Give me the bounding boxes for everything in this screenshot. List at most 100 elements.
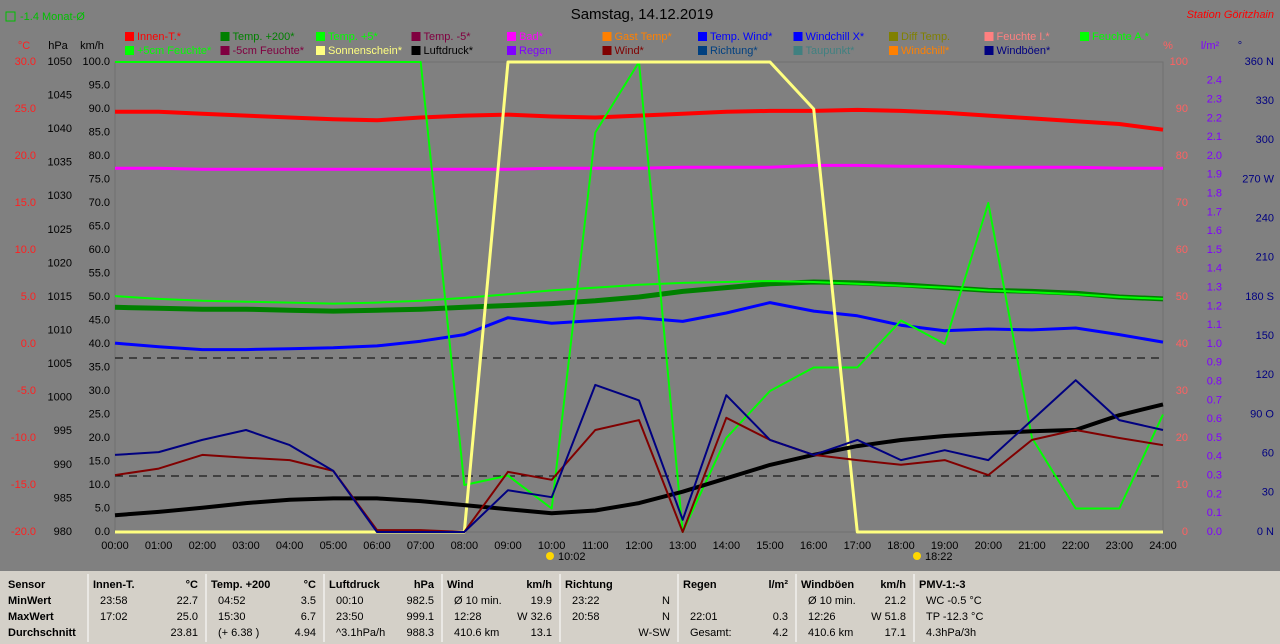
tick-label: 25.0 xyxy=(15,103,36,115)
tick-label: 90 O xyxy=(1250,408,1274,420)
cell: 04:52 xyxy=(218,595,246,607)
tick-label: 65.0 xyxy=(89,220,110,232)
legend-label: Gast Temp* xyxy=(615,31,673,43)
tick-label: 2.2 xyxy=(1207,112,1222,124)
tick-label: 70 xyxy=(1176,197,1188,209)
tick-label: 15.0 xyxy=(15,197,36,209)
cell: 13.1 xyxy=(531,627,552,639)
axis-title: % xyxy=(1163,40,1173,52)
cell: 17.1 xyxy=(885,627,906,639)
series-line xyxy=(115,163,1163,171)
x-tick-label: 10:00 xyxy=(538,540,566,552)
tick-label: 5.0 xyxy=(95,502,110,514)
tick-label: 180 S xyxy=(1245,291,1274,303)
legend-label: Richtung* xyxy=(710,45,758,57)
tick-label: 40 xyxy=(1176,338,1188,350)
tick-label: 985 xyxy=(54,492,72,504)
tick-label: 980 xyxy=(54,526,72,538)
tick-label: 1.7 xyxy=(1207,206,1222,218)
legend-label: -5cm Feuchte* xyxy=(233,45,305,57)
legend-swatch xyxy=(316,46,325,55)
tick-label: 1020 xyxy=(48,257,72,269)
tick-label: 1.1 xyxy=(1207,319,1222,331)
tick-label: 1.4 xyxy=(1207,263,1222,275)
tick-label: 80.0 xyxy=(89,150,110,162)
x-tick-label: 16:00 xyxy=(800,540,828,552)
legend-swatch xyxy=(698,32,707,41)
tick-label: 85.0 xyxy=(89,126,110,138)
legend-label: Regen xyxy=(519,45,551,57)
tick-label: 1015 xyxy=(48,291,72,303)
tick-label: 240 xyxy=(1256,213,1274,225)
tick-label: 0.6 xyxy=(1207,413,1222,425)
legend-label: Temp. -5* xyxy=(424,31,472,43)
legend-label: Bad* xyxy=(519,31,544,43)
tick-label: 1050 xyxy=(48,56,72,68)
legend-label: Luftdruck* xyxy=(424,45,474,57)
checkbox[interactable] xyxy=(5,11,16,22)
cell: 22.7 xyxy=(177,595,198,607)
tick-label: 25.0 xyxy=(89,408,110,420)
legend-swatch xyxy=(889,32,898,41)
legend-label: Feuchte I.* xyxy=(997,31,1051,43)
tick-label: 45.0 xyxy=(89,314,110,326)
cell: 21.2 xyxy=(885,595,906,607)
tick-label: 90 xyxy=(1176,103,1188,115)
series-line xyxy=(115,107,1164,132)
legend-label: Windchill* xyxy=(901,45,950,57)
x-tick-label: 13:00 xyxy=(669,540,697,552)
tick-label: 0.9 xyxy=(1207,357,1222,369)
tick-label: 5.0 xyxy=(21,291,36,303)
legend-label: Temp. +5* xyxy=(328,31,379,43)
cell: 25.0 xyxy=(177,611,198,623)
row-title: Sensor xyxy=(8,579,46,591)
column-unit: km/h xyxy=(880,579,906,591)
cell: 22:01 xyxy=(690,611,718,623)
tick-label: 60 xyxy=(1176,244,1188,256)
tick-label: 0 xyxy=(1182,526,1188,538)
x-tick-label: 07:00 xyxy=(407,540,435,552)
axis-title: hPa xyxy=(48,40,68,52)
legend-label: Wind* xyxy=(615,45,645,57)
cell: W 32.6 xyxy=(517,611,552,623)
cell: 410.6 km xyxy=(808,627,853,639)
legend-label: +5cm Feuchte* xyxy=(137,45,212,57)
column-title: Richtung xyxy=(565,579,613,591)
tick-label: 60.0 xyxy=(89,244,110,256)
tick-label: 1030 xyxy=(48,190,72,202)
cell: 4.3hPa/3h xyxy=(926,627,976,639)
legend-swatch xyxy=(793,46,803,55)
tick-label: 0.1 xyxy=(1207,507,1222,519)
column-title: Temp. +200 xyxy=(211,579,270,591)
series-line xyxy=(114,416,1164,533)
x-tick-label: 02:00 xyxy=(189,540,217,552)
cell: 23:22 xyxy=(572,595,600,607)
legend-label: Diff Temp. xyxy=(901,31,950,43)
cell: ^3.1hPa/h xyxy=(336,627,385,639)
cell: 17:02 xyxy=(100,611,128,623)
tick-label: 30.0 xyxy=(15,56,36,68)
legend-swatch xyxy=(984,32,994,41)
tick-label: 2.3 xyxy=(1207,94,1222,106)
cell: 988.3 xyxy=(406,627,434,639)
tick-label: 1000 xyxy=(48,392,72,404)
stats-panel xyxy=(0,571,1280,644)
column-unit: hPa xyxy=(414,579,435,591)
cell: 4.94 xyxy=(295,627,316,639)
x-tick-label: 15:00 xyxy=(756,540,784,552)
tick-label: 35.0 xyxy=(89,361,110,373)
legend-swatch xyxy=(889,46,898,55)
column-title: Regen xyxy=(683,579,717,591)
tick-label: 55.0 xyxy=(89,267,110,279)
tick-label: 1040 xyxy=(48,123,72,135)
legend-label: Temp. Wind* xyxy=(710,31,773,43)
cell: 23:58 xyxy=(100,595,128,607)
legend-swatch xyxy=(793,32,803,41)
tick-label: 1.9 xyxy=(1207,169,1222,181)
series-line xyxy=(114,379,1164,533)
tick-label: 100 xyxy=(1170,56,1188,68)
legend-label: Feuchte A.* xyxy=(1092,31,1150,43)
x-tick-label: 01:00 xyxy=(145,540,173,552)
tick-label: 50.0 xyxy=(89,291,110,303)
